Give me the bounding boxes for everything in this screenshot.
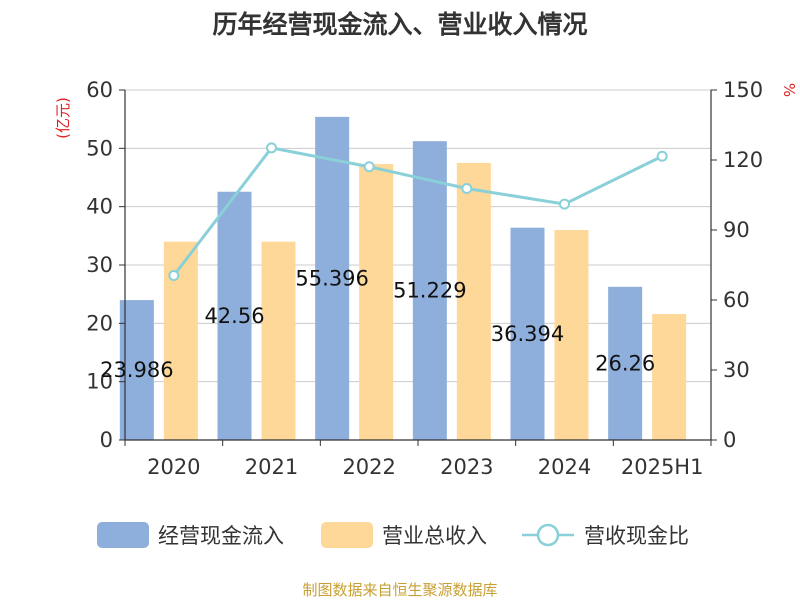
x-tick-label: 2024	[538, 455, 591, 479]
legend-label-revenue: 营业总收入	[382, 524, 487, 548]
bar-revenue	[554, 230, 589, 440]
left-tick-label: 60	[86, 78, 113, 102]
x-tick-label: 2025H1	[621, 455, 704, 479]
right-axis-unit: %	[780, 83, 798, 97]
legend-swatch-cash-inflow	[97, 522, 149, 548]
bar-data-label: 23.986	[100, 358, 173, 382]
ratio-point	[363, 161, 375, 173]
chart-title: 历年经营现金流入、营业收入情况	[212, 10, 587, 39]
x-tick-label: 2022	[342, 455, 395, 479]
ratio-line	[172, 146, 663, 277]
bar-series	[119, 116, 687, 441]
legend-label-cash-inflow: 经营现金流入	[158, 524, 284, 548]
axes: 0 10 20 30 40 50 60 0 30 60 90 120 150 2020 2021 2022 20…	[86, 78, 763, 479]
ratio-point	[168, 270, 180, 281]
x-tick-label: 2021	[245, 455, 298, 479]
source-note: 制图数据来自恒生聚源数据库	[302, 581, 497, 599]
bar-cash-inflow	[608, 286, 643, 440]
left-tick-label: 20	[86, 311, 113, 335]
bar-cash-inflow	[510, 227, 545, 440]
right-tick-label: 30	[723, 358, 750, 382]
ratio-point	[461, 182, 473, 194]
line-series	[168, 142, 668, 281]
legend: 经营现金流入 营业总收入 营收现金比	[97, 522, 689, 548]
bar-revenue	[456, 162, 491, 440]
legend-marker-ratio	[536, 523, 560, 547]
bar-revenue	[359, 164, 394, 441]
bar-revenue	[163, 241, 198, 440]
left-axis-unit: (亿元)	[54, 97, 72, 139]
left-tick-label: 0	[100, 428, 113, 452]
bar-revenue	[261, 241, 296, 440]
ratio-point	[266, 142, 277, 154]
bar-revenue	[652, 314, 687, 440]
right-tick-label: 90	[723, 218, 750, 242]
ratio-point	[656, 150, 668, 162]
bar-cash-inflow	[315, 116, 350, 441]
bar-data-label: 42.56	[204, 304, 264, 328]
right-tick-label: 0	[723, 428, 736, 452]
right-tick-label: 150	[723, 78, 763, 102]
legend-label-ratio: 营收现金比	[584, 524, 689, 548]
bar-data-label: 26.26	[595, 351, 655, 375]
left-tick-label: 10	[86, 370, 113, 394]
right-tick-label: 60	[723, 288, 750, 312]
x-tick-label: 2023	[440, 455, 493, 479]
left-tick-label: 40	[86, 195, 113, 219]
left-tick-label: 30	[86, 253, 113, 277]
left-tick-label: 50	[86, 136, 113, 160]
bar-cash-inflow	[217, 191, 252, 440]
bar-cash-inflow	[412, 141, 447, 440]
bar-data-label: 55.396	[295, 266, 368, 290]
ratio-point	[559, 198, 570, 210]
bar-data-label: 36.394	[491, 322, 564, 346]
bar-data-labels: 23.986 42.56 55.396 51.229 36.394 26.26	[100, 266, 655, 382]
legend-swatch-revenue	[321, 522, 373, 548]
bar-data-label: 51.229	[393, 279, 466, 303]
x-tick-label: 2020	[147, 455, 200, 479]
right-tick-label: 120	[723, 148, 763, 172]
